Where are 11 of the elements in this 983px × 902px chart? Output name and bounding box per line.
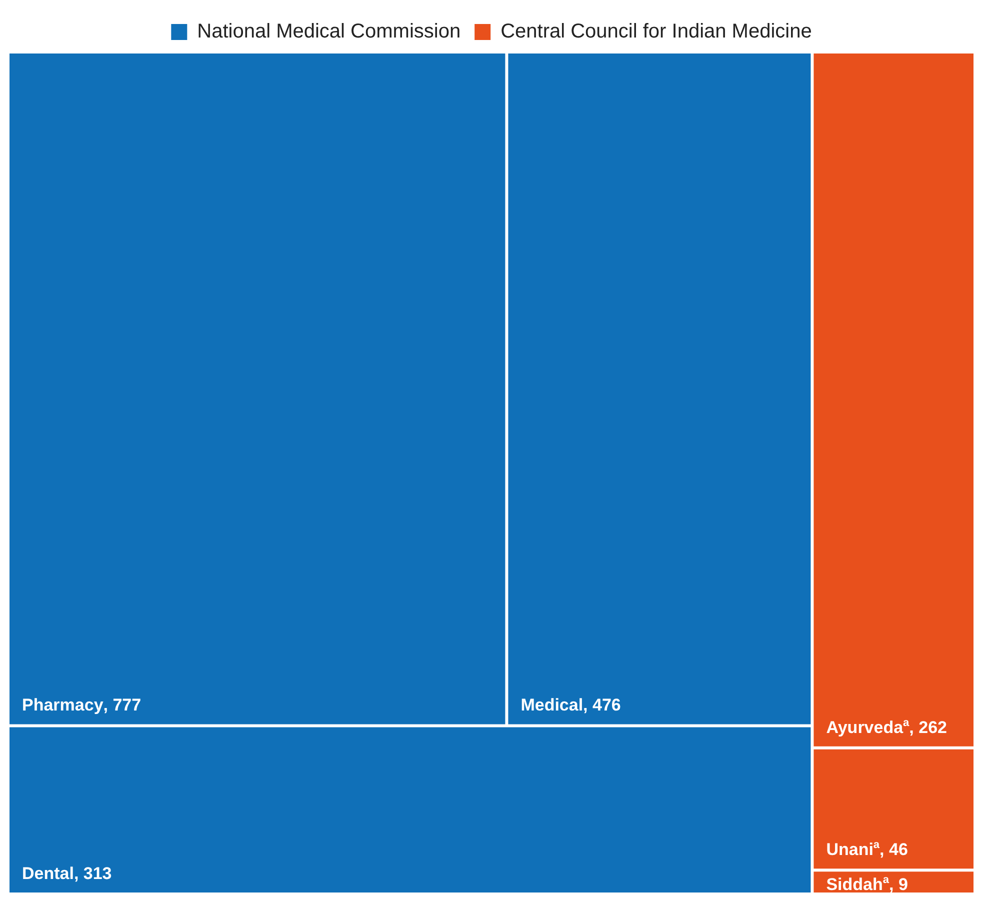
legend-label: Central Council for Indian Medicine — [500, 20, 812, 43]
data-label: , 313 — [74, 864, 112, 883]
legend-label: National Medical Commission — [197, 20, 461, 43]
data-label: , 262 — [909, 718, 947, 737]
data-label: , 9 — [888, 875, 908, 894]
data-label: , 476 — [583, 696, 621, 715]
category-label: Dental — [22, 864, 74, 883]
data-label: , 777 — [103, 696, 142, 715]
data-label: , 46 — [880, 840, 908, 860]
category-label: Medical — [520, 696, 584, 715]
category-label: Pharmacy — [22, 696, 104, 715]
